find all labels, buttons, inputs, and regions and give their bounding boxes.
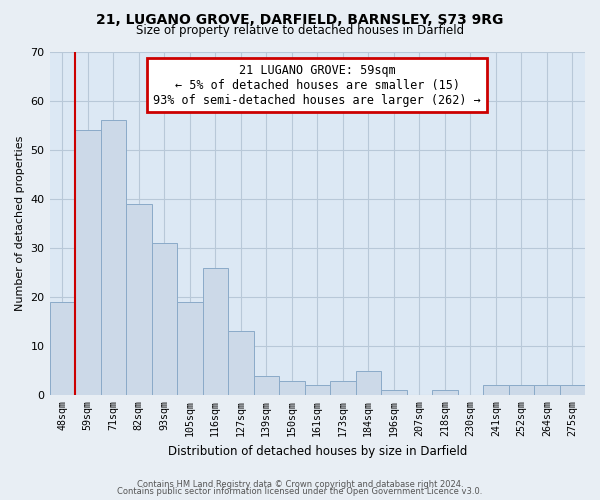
Bar: [483, 386, 509, 396]
Bar: [534, 386, 560, 396]
X-axis label: Distribution of detached houses by size in Darfield: Distribution of detached houses by size …: [167, 444, 467, 458]
Text: Contains public sector information licensed under the Open Government Licence v3: Contains public sector information licen…: [118, 488, 482, 496]
Text: Contains HM Land Registry data © Crown copyright and database right 2024.: Contains HM Land Registry data © Crown c…: [137, 480, 463, 489]
Bar: [356, 370, 381, 396]
Bar: [254, 376, 279, 396]
Bar: [279, 380, 305, 396]
Text: 21 LUGANO GROVE: 59sqm
← 5% of detached houses are smaller (15)
93% of semi-deta: 21 LUGANO GROVE: 59sqm ← 5% of detached …: [154, 64, 481, 106]
Y-axis label: Number of detached properties: Number of detached properties: [15, 136, 25, 311]
Bar: [75, 130, 101, 396]
Bar: [203, 268, 228, 396]
Bar: [50, 302, 75, 396]
Text: 21, LUGANO GROVE, DARFIELD, BARNSLEY, S73 9RG: 21, LUGANO GROVE, DARFIELD, BARNSLEY, S7…: [97, 12, 503, 26]
Bar: [228, 332, 254, 396]
Bar: [381, 390, 407, 396]
Bar: [152, 243, 177, 396]
Bar: [432, 390, 458, 396]
Bar: [177, 302, 203, 396]
Bar: [101, 120, 126, 396]
Bar: [126, 204, 152, 396]
Bar: [560, 386, 585, 396]
Bar: [330, 380, 356, 396]
Bar: [305, 386, 330, 396]
Bar: [509, 386, 534, 396]
Text: Size of property relative to detached houses in Darfield: Size of property relative to detached ho…: [136, 24, 464, 37]
